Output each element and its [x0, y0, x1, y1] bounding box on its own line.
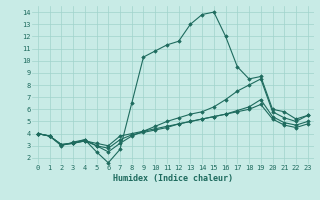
X-axis label: Humidex (Indice chaleur): Humidex (Indice chaleur) [113, 174, 233, 183]
